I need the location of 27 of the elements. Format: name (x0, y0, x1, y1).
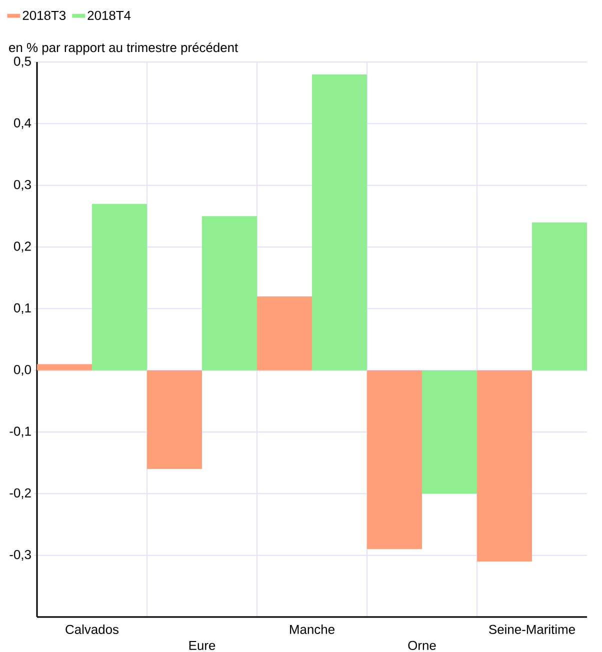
y-tick-label: -0,1 (10, 426, 31, 438)
x-tick-label: Eure (189, 641, 216, 650)
legend-label: 2018T3 (22, 10, 66, 20)
bar (92, 204, 147, 370)
y-tick-label: 0,0 (14, 364, 31, 376)
legend-label: 2018T4 (88, 10, 131, 20)
y-tick-label: 0,3 (14, 180, 31, 191)
bar (202, 216, 257, 370)
bar (147, 370, 202, 469)
bar (477, 370, 532, 562)
bar (312, 74, 367, 370)
bar (532, 222, 587, 370)
x-tick-label: Seine-Maritime (489, 624, 575, 634)
y-tick-label: -0,3 (10, 550, 31, 561)
bar (37, 364, 92, 370)
bar (422, 370, 477, 494)
x-tick-label: Orne (408, 640, 436, 650)
y-axis-title: en % par rapport au trimestre précédent (9, 42, 238, 55)
y-tick-label: 0,1 (14, 303, 31, 314)
x-tick-label: Calvados (66, 624, 119, 634)
y-tick-label: 0,4 (14, 118, 32, 130)
y-tick-label: 0,2 (14, 242, 31, 252)
y-tick-label: -0,2 (10, 488, 31, 500)
bar (367, 370, 422, 550)
y-tick-label: 0,5 (14, 56, 31, 68)
x-tick-label: Manche (290, 624, 334, 634)
bar (257, 296, 312, 370)
